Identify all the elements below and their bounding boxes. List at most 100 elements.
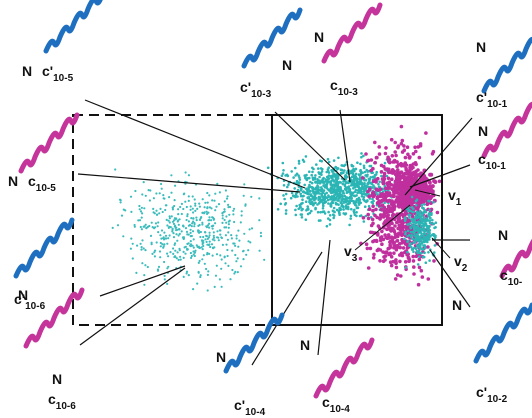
scatter-point	[320, 167, 323, 170]
label: v3	[344, 243, 358, 264]
scatter-point	[214, 286, 216, 288]
scatter-point	[231, 269, 233, 271]
scatter-point	[157, 231, 159, 233]
scatter-point	[219, 191, 221, 193]
scatter-point	[337, 175, 340, 178]
scatter-point	[182, 208, 184, 210]
scatter-point	[212, 255, 214, 257]
scatter-point	[143, 207, 145, 209]
scatter-point	[366, 190, 370, 194]
scatter-point	[408, 214, 411, 217]
scatter-point	[203, 254, 205, 256]
scatter-point	[216, 265, 218, 267]
scatter-point	[404, 260, 408, 264]
scatter-point	[402, 246, 406, 250]
helix-icon	[46, 0, 102, 51]
scatter-point	[358, 189, 361, 192]
scatter-point	[426, 237, 429, 240]
scatter-point	[344, 181, 347, 184]
scatter-point	[406, 235, 409, 238]
scatter-point	[412, 259, 416, 263]
scatter-point	[166, 224, 168, 226]
scatter-point	[358, 203, 361, 206]
scatter-point	[311, 171, 314, 174]
n-terminus: N	[282, 57, 292, 73]
scatter-point	[428, 185, 432, 189]
scatter-point	[315, 163, 318, 166]
scatter-cloud	[112, 125, 442, 292]
scatter-point	[329, 188, 332, 191]
scatter-point	[407, 230, 410, 233]
scatter-point	[167, 255, 169, 257]
scatter-point	[305, 209, 308, 212]
scatter-point	[413, 146, 417, 150]
scatter-point	[163, 197, 165, 199]
scatter-point	[220, 268, 222, 270]
scatter-point	[277, 208, 280, 211]
scatter-point	[393, 150, 397, 154]
scatter-point	[191, 235, 193, 237]
scatter-point	[135, 272, 137, 274]
scatter-point	[249, 228, 251, 230]
scatter-point	[171, 215, 173, 217]
scatter-point	[188, 242, 190, 244]
scatter-point	[413, 226, 416, 229]
scatter-point	[434, 236, 437, 239]
scatter-point	[141, 193, 143, 195]
scatter-point	[144, 264, 146, 266]
scatter-point	[319, 181, 322, 184]
scatter-point	[212, 228, 214, 230]
scatter-point	[409, 242, 412, 245]
scatter-point	[147, 266, 149, 268]
scatter-point	[333, 194, 336, 197]
scatter-point	[391, 169, 395, 173]
scatter-point	[221, 286, 223, 288]
label: c'10-4	[234, 397, 266, 418]
scatter-point	[202, 236, 204, 238]
scatter-point	[420, 178, 424, 182]
scatter-point	[386, 186, 390, 190]
scatter-point	[241, 210, 243, 212]
scatter-point	[176, 229, 178, 231]
scatter-point	[370, 224, 374, 228]
scatter-point	[421, 204, 424, 207]
scatter-point	[426, 245, 430, 249]
scatter-point	[395, 160, 399, 164]
scatter-point	[236, 235, 238, 237]
scatter-point	[408, 209, 411, 212]
scatter-point	[297, 208, 300, 211]
scatter-point	[174, 250, 176, 252]
scatter-point	[176, 240, 178, 242]
scatter-point	[336, 186, 339, 189]
scatter-point	[204, 202, 206, 204]
scatter-point	[399, 162, 403, 166]
scatter-point	[346, 171, 349, 174]
scatter-point	[418, 250, 421, 253]
scatter-point	[348, 224, 351, 227]
scatter-point	[198, 272, 200, 274]
scatter-point	[331, 187, 334, 190]
scatter-point	[425, 211, 428, 214]
scatter-point	[431, 219, 434, 222]
label-subscript: 10-6	[56, 401, 76, 412]
scatter-point	[350, 208, 353, 211]
scatter-point	[167, 237, 169, 239]
scatter-point	[329, 219, 332, 222]
scatter-point	[209, 206, 211, 208]
scatter-point	[355, 173, 358, 176]
scatter-point	[302, 190, 305, 193]
scatter-point	[365, 169, 368, 172]
scatter-point	[390, 200, 394, 204]
scatter-point	[206, 241, 208, 243]
scatter-point	[160, 183, 162, 185]
scatter-point	[159, 208, 161, 210]
scatter-point	[151, 253, 153, 255]
scatter-point	[330, 205, 333, 208]
scatter-point	[366, 213, 370, 217]
scatter-point	[225, 215, 227, 217]
scatter-point	[141, 239, 143, 241]
scatter-point	[207, 289, 209, 291]
scatter-point	[390, 264, 394, 268]
scatter-point	[138, 205, 140, 207]
label-symbol: c'	[476, 89, 487, 105]
